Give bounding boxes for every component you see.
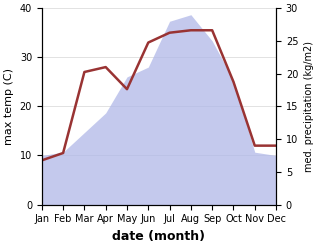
Y-axis label: max temp (C): max temp (C) <box>4 68 14 145</box>
X-axis label: date (month): date (month) <box>113 230 205 243</box>
Y-axis label: med. precipitation (kg/m2): med. precipitation (kg/m2) <box>304 41 314 172</box>
